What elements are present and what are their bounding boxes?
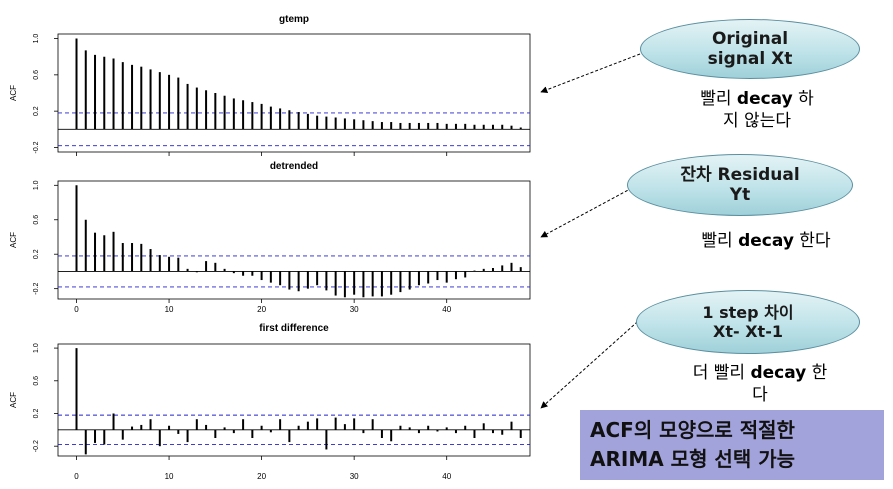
y-tick-label: 1.0 <box>33 343 40 353</box>
note-text: 더 빨리 <box>692 363 751 383</box>
annotation-residual: 잔차 Residual Yt <box>627 154 853 216</box>
y-axis-label: ACF <box>9 232 18 248</box>
x-tick-label: 20 <box>257 305 266 314</box>
chart-title: gtemp <box>279 14 309 25</box>
y-tick-label: 0.6 <box>33 376 40 386</box>
x-tick-label: 30 <box>350 472 359 481</box>
y-axis-label: ACF <box>9 392 18 408</box>
x-tick-label: 40 <box>442 305 451 314</box>
annotation-original-signal: Original signal Xt <box>640 19 860 79</box>
summary-box: ACF의 모양으로 적절한 ARIMA 모형 선택 가능 <box>580 410 884 480</box>
note-text: 한 <box>806 363 828 383</box>
note-text: 지 않는다 <box>723 111 791 132</box>
chart-title: detrended <box>270 161 318 172</box>
annotation-arrows <box>540 53 646 409</box>
y-tick-label: -0.2 <box>33 283 40 295</box>
acf-panel-2: first difference ACF -0.2 0.2 0.6 1.0 0 10 20 30 4… <box>9 323 531 481</box>
arrow-original <box>540 53 641 94</box>
annotation-line: Xt- Xt-1 <box>713 322 783 341</box>
x-tick-label: 0 <box>74 305 79 314</box>
annotation-line: 잔차 Residual <box>680 164 800 185</box>
x-tick-label: 0 <box>74 472 79 481</box>
plot-frame <box>57 180 531 300</box>
y-tick-label: 0.2 <box>33 106 40 116</box>
y-tick-label: 0.2 <box>33 249 40 259</box>
summary-line: ARIMA 모형 선택 가능 <box>590 447 795 471</box>
arrow-residual <box>540 187 633 238</box>
annotation-first-difference: 1 step 차이 Xt- Xt-1 <box>636 290 860 354</box>
y-tick-label: 1.0 <box>33 34 40 44</box>
y-tick-label: -0.2 <box>33 141 40 153</box>
note-keyword: decay <box>738 231 794 251</box>
annotation-line: 1 step 차이 <box>702 302 794 322</box>
x-tick-label: 10 <box>165 305 174 314</box>
note-text: 빨리 <box>700 89 737 109</box>
y-tick-label: 0.6 <box>33 70 40 80</box>
x-tick-label: 20 <box>257 472 266 481</box>
arrow-difference <box>540 314 646 409</box>
y-axis-label: ACF <box>9 85 18 101</box>
note-difference: 더 빨리 decay 한 다 <box>660 362 860 406</box>
annotation-line: Yt <box>729 185 751 205</box>
y-tick-label: -0.2 <box>33 440 40 452</box>
y-tick-label: 0.2 <box>33 409 40 419</box>
y-tick-label: 0.6 <box>33 215 40 225</box>
note-text: 한다 <box>793 231 831 251</box>
plot-frame <box>57 343 531 457</box>
summary-line: ACF의 모양으로 적절한 <box>590 418 795 442</box>
annotation-line: Original <box>711 28 789 49</box>
acf-panel-1: detrended ACF -0.2 0.2 0.6 1.0 0 10 20 30 40 <box>9 161 531 314</box>
plot-frame <box>57 33 531 153</box>
annotation-line: signal Xt <box>707 49 793 69</box>
x-tick-label: 10 <box>165 472 174 481</box>
x-tick-label: 30 <box>350 305 359 314</box>
note-keyword: decay <box>750 363 807 383</box>
y-tick-label: 1.0 <box>33 180 40 190</box>
note-text: 하 <box>792 89 814 109</box>
note-keyword: decay <box>736 89 793 109</box>
chart-title: first difference <box>259 323 329 334</box>
acf-panel-0: gtemp ACF -0.2 0.2 0.6 1.0 <box>9 14 531 156</box>
note-residual: 빨리 decay 한다 <box>666 230 866 252</box>
note-text: 다 <box>752 385 768 406</box>
x-tick-label: 40 <box>442 472 451 481</box>
note-original: 빨리 decay 하 지 않는다 <box>662 88 852 132</box>
note-text: 빨리 <box>701 231 739 251</box>
